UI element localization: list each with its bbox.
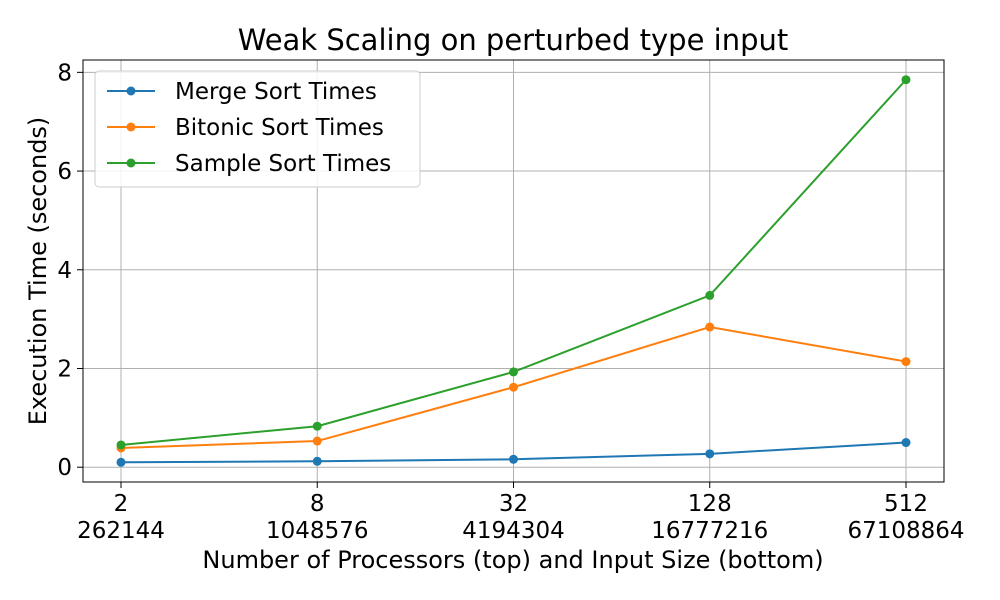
y-tick-label: 4 — [57, 258, 72, 284]
data-point — [901, 438, 911, 448]
legend-marker — [126, 122, 136, 132]
data-point — [509, 382, 518, 392]
data-point — [901, 75, 911, 85]
x-tick-label-secondary: 16777216 — [651, 518, 768, 544]
axis-ticks: 2262144810485763241943041281677721651267… — [57, 60, 964, 544]
legend-label: Merge Sort Times — [175, 79, 377, 105]
data-point — [705, 290, 715, 300]
data-point — [312, 421, 322, 431]
x-tick-label-secondary: 262144 — [77, 518, 165, 544]
legend: Merge Sort Times Bitonic Sort Times Sample… — [94, 70, 421, 188]
x-tick-label-secondary: 1048576 — [266, 518, 368, 544]
x-tick-label: 32 — [499, 491, 528, 517]
x-tick-label: 512 — [884, 491, 928, 517]
x-axis-label: Number of Processors (top) and Input Siz… — [202, 546, 823, 574]
legend-label: Bitonic Sort Times — [175, 115, 384, 141]
chart-title: Weak Scaling on perturbed type input — [238, 23, 789, 57]
data-point — [312, 436, 322, 446]
x-tick-label: 8 — [310, 491, 325, 517]
x-tick-label: 128 — [688, 491, 732, 517]
data-point — [705, 449, 715, 459]
data-point — [312, 456, 322, 466]
series-group — [116, 75, 911, 467]
data-point — [705, 322, 715, 332]
data-point — [509, 454, 518, 464]
data-point — [116, 457, 126, 467]
data-point — [901, 357, 911, 367]
x-tick-label: 2 — [114, 491, 129, 517]
y-tick-label: 0 — [57, 455, 72, 481]
x-tick-label-secondary: 67108864 — [847, 518, 964, 544]
x-tick-label-secondary: 4194304 — [462, 518, 564, 544]
legend-marker — [126, 158, 136, 168]
legend-marker — [126, 86, 136, 96]
y-tick-label: 8 — [57, 60, 72, 86]
legend-box — [94, 70, 421, 188]
y-tick-label: 2 — [57, 356, 72, 382]
data-point — [116, 440, 126, 450]
legend-label: Sample Sort Times — [175, 151, 391, 177]
data-point — [509, 367, 518, 377]
y-axis-label: Execution Time (seconds) — [24, 117, 52, 426]
y-tick-label: 6 — [57, 159, 72, 185]
